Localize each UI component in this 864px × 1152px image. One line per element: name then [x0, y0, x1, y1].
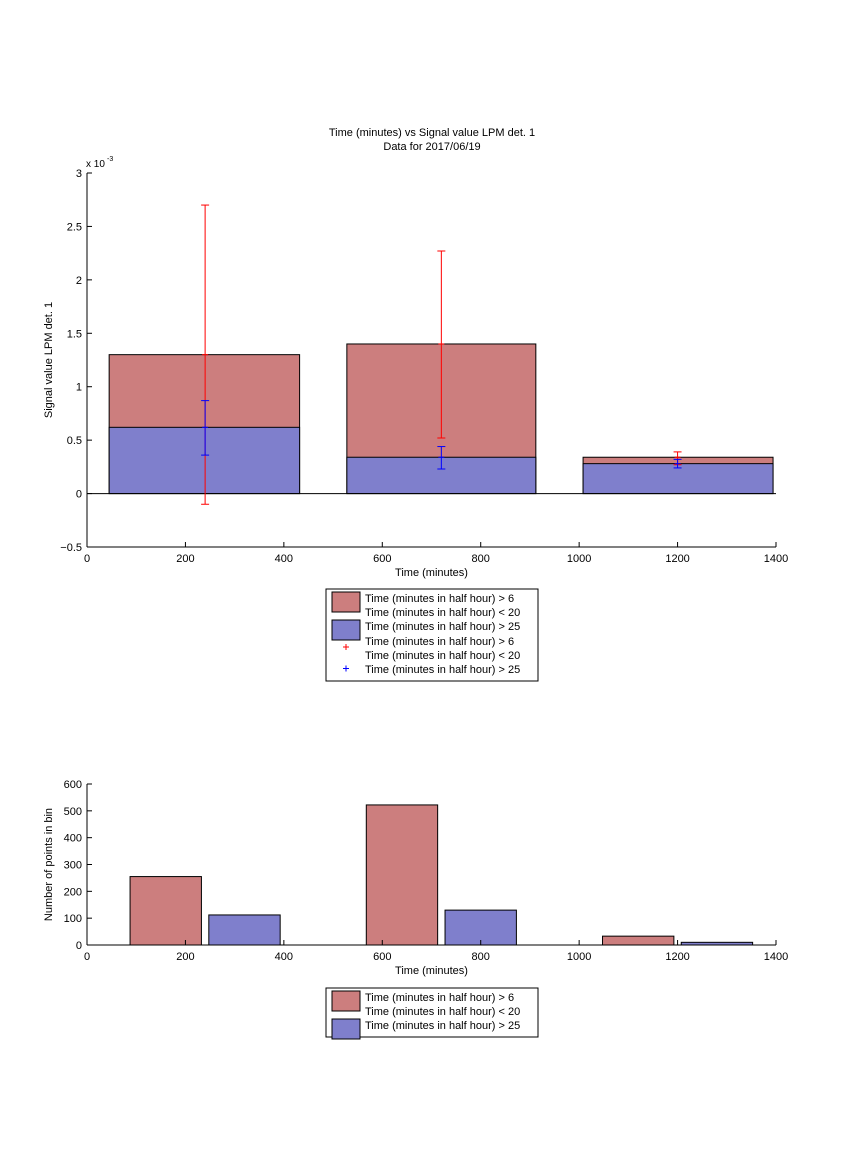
x-tick-label: 600 — [373, 553, 391, 565]
bar-red — [365, 804, 439, 946]
y-tick-label: 200 — [64, 886, 82, 898]
legend-box — [325, 588, 539, 682]
x-tick-label: 200 — [176, 553, 194, 565]
y-tick-label: 0 — [76, 489, 82, 501]
chart-title: Time (minutes) vs Signal value LPM det. … — [329, 127, 535, 139]
x-axis-label: Time (minutes) — [395, 965, 468, 977]
legend-entry-label: Time (minutes in half hour) > 6 — [365, 992, 514, 1004]
legend-entry-label: Time (minutes in half hour) > 25 — [365, 1020, 520, 1032]
count-chart: 0 200 400 600 800 1000 1200 1400 0 100 200 300 400 50… — [43, 779, 788, 977]
y-tick-label: 2 — [76, 275, 82, 287]
legend-swatch — [331, 591, 361, 613]
x-tick-label: 1400 — [764, 951, 788, 963]
signal-chart: 0 200 400 600 800 1000 1200 1400−0.500.511.522.… — [43, 156, 788, 579]
chart-subtitle: Data for 2017/06/19 — [383, 141, 480, 153]
x-tick-label: 1000 — [567, 553, 591, 565]
x-tick-label: 1200 — [665, 553, 689, 565]
y-tick-label: −0.5 — [60, 542, 82, 554]
legend-swatch — [331, 990, 361, 1012]
x-axis-label: Time (minutes) — [395, 567, 468, 579]
bar-blue — [208, 914, 281, 946]
y-axis-multiplier: x 10 — [86, 159, 105, 170]
y-tick-label: 500 — [64, 806, 82, 818]
bar-blue — [108, 426, 301, 495]
legend-entry-label: Time (minutes in half hour) > 25 — [365, 664, 520, 676]
legend-entry-label: Time (minutes in half hour) > 6 — [365, 593, 514, 605]
y-tick-label: 300 — [64, 860, 82, 872]
legend-entry-label: Time (minutes in half hour) > 25 — [365, 621, 520, 633]
y-tick-label: 600 — [64, 779, 82, 791]
y-tick-label: 400 — [64, 833, 82, 845]
y-tick-label: 3 — [76, 168, 82, 180]
x-tick-label: 600 — [373, 951, 391, 963]
y-tick-label: 1.5 — [67, 328, 82, 340]
y-tick-label: 100 — [64, 913, 82, 925]
y-tick-label: 1 — [76, 382, 82, 394]
x-tick-label: 800 — [472, 553, 490, 565]
bar-red — [129, 876, 202, 946]
x-tick-label: 0 — [84, 951, 90, 963]
legend-box — [325, 987, 539, 1038]
x-tick-label: 0 — [84, 553, 90, 565]
x-tick-label: 800 — [472, 951, 490, 963]
legend-entry-label: Time (minutes in half hour) > 6 — [365, 636, 514, 648]
y-tick-label: 2.5 — [67, 221, 82, 233]
x-tick-label: 1000 — [567, 951, 591, 963]
x-tick-label: 400 — [275, 951, 293, 963]
y-axis-label: Signal value LPM det. 1 — [43, 302, 55, 418]
x-tick-label: 1400 — [764, 553, 788, 565]
legend-entry-label: Time (minutes in half hour) < 20 — [365, 650, 520, 662]
x-tick-label: 400 — [275, 553, 293, 565]
legend-swatch — [331, 619, 361, 641]
y-tick-label: 0 — [76, 940, 82, 952]
legend-entry-label: Time (minutes in half hour) < 20 — [365, 1006, 520, 1018]
bar-blue — [444, 909, 517, 946]
count-chart-legend: Time (minutes in half hour) > 6 Time (min… — [325, 987, 539, 1040]
y-axis-label: Number of points in bin — [43, 808, 55, 921]
bar-blue — [346, 456, 537, 495]
y-axis-exponent: -3 — [107, 156, 113, 163]
legend-entry-label: Time (minutes in half hour) < 20 — [365, 607, 520, 619]
y-tick-label: 0.5 — [67, 435, 82, 447]
signal-chart-legend: Time (minutes in half hour) > 6 Time (min… — [325, 588, 539, 682]
x-tick-label: 200 — [176, 951, 194, 963]
legend-swatch — [331, 1018, 361, 1040]
x-tick-label: 1200 — [665, 951, 689, 963]
bar-red — [602, 935, 675, 946]
